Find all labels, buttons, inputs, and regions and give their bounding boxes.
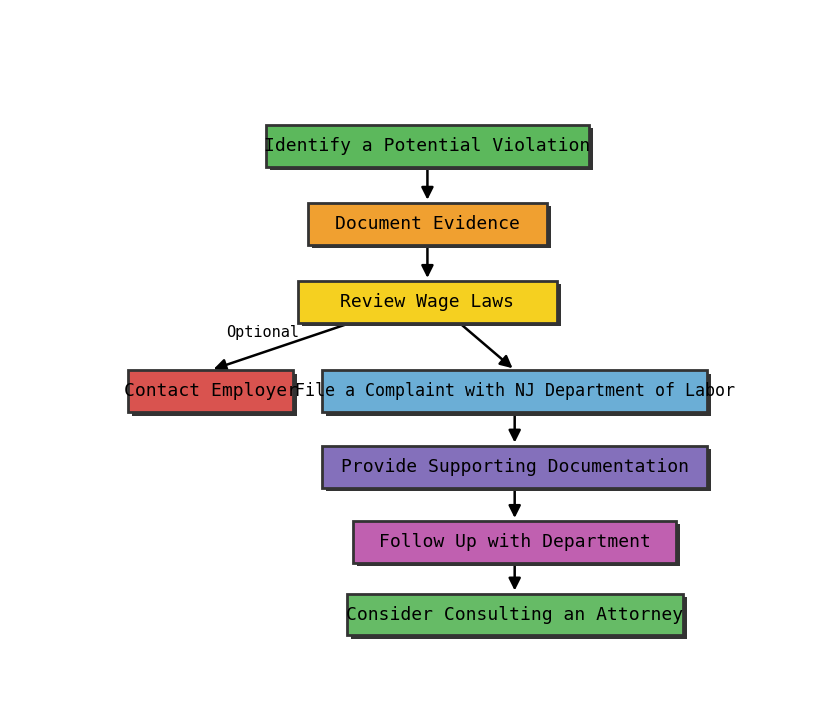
FancyBboxPatch shape	[350, 597, 686, 639]
FancyBboxPatch shape	[298, 281, 556, 323]
Text: Contact Employer: Contact Employer	[124, 382, 298, 400]
FancyBboxPatch shape	[128, 370, 294, 413]
FancyBboxPatch shape	[353, 521, 676, 563]
FancyBboxPatch shape	[347, 594, 683, 636]
Text: Consider Consulting an Attorney: Consider Consulting an Attorney	[346, 605, 683, 624]
FancyBboxPatch shape	[323, 446, 707, 487]
Text: Identify a Potential Violation: Identify a Potential Violation	[264, 136, 590, 154]
FancyBboxPatch shape	[308, 203, 547, 245]
FancyBboxPatch shape	[302, 284, 560, 326]
Text: Provide Supporting Documentation: Provide Supporting Documentation	[340, 457, 689, 476]
Text: Optional: Optional	[226, 325, 299, 340]
FancyBboxPatch shape	[269, 128, 593, 170]
Text: File a Complaint with NJ Department of Labor: File a Complaint with NJ Department of L…	[294, 382, 735, 400]
Text: Review Wage Laws: Review Wage Laws	[340, 293, 515, 311]
FancyBboxPatch shape	[323, 370, 707, 413]
Text: Document Evidence: Document Evidence	[335, 215, 520, 233]
FancyBboxPatch shape	[326, 449, 711, 491]
FancyBboxPatch shape	[357, 524, 681, 566]
FancyBboxPatch shape	[266, 125, 589, 167]
FancyBboxPatch shape	[312, 206, 551, 248]
FancyBboxPatch shape	[133, 373, 297, 415]
Text: Follow Up with Department: Follow Up with Department	[379, 533, 651, 551]
FancyBboxPatch shape	[326, 373, 711, 415]
